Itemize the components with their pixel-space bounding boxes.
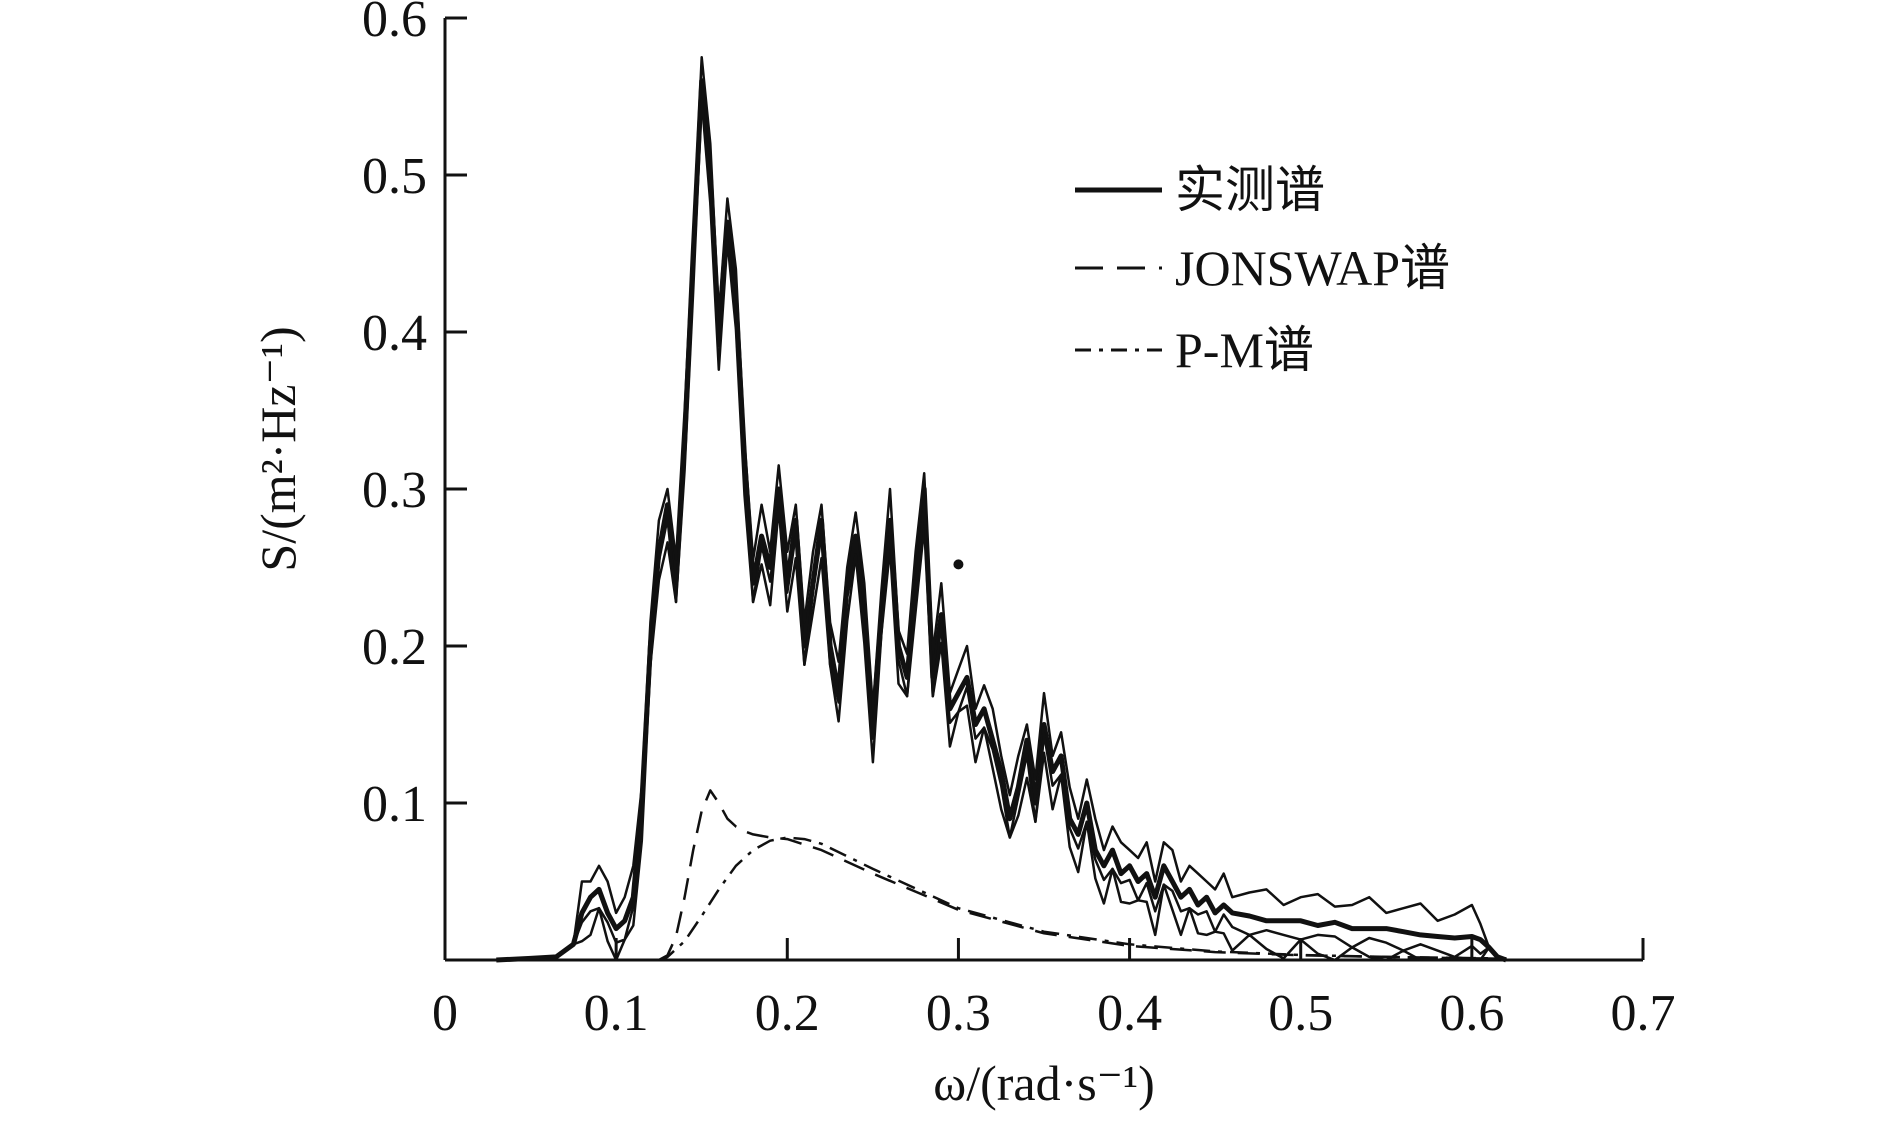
legend-label-3: P-M谱 (1175, 322, 1314, 378)
legend-label-1: 实测谱 (1175, 162, 1325, 218)
series-line-1-bundle (496, 98, 1507, 962)
y-tick-label: 0.2 (362, 619, 427, 676)
series-line-1 (496, 78, 1507, 963)
y-tick-label: 0.1 (362, 776, 427, 833)
y-tick-label: 0.3 (362, 462, 427, 519)
series-line-1-bundle (496, 98, 1507, 962)
x-tick-label: 0.3 (926, 985, 991, 1042)
y-axis-title: S/(m²·Hz⁻¹) (250, 326, 306, 571)
series-layer (496, 55, 1507, 963)
axes: 0 0.1 0.2 0.3 0.4 0.5 0.6 0.7 0.1 0.2 0.3 0.4 0.5 0.6… (250, 0, 1676, 1111)
legend: 实测谱 JONSWAP谱 P-M谱 (1075, 162, 1450, 378)
annotation-dot (953, 559, 964, 570)
series-line-2 (658, 789, 1507, 962)
series-line-1-bundle (496, 55, 1507, 962)
x-tick-label: 0 (432, 985, 458, 1042)
x-tick-label: 0.7 (1611, 985, 1676, 1042)
y-tick-label: 0.4 (362, 305, 427, 362)
y-tick-label: 0.5 (362, 148, 427, 205)
x-tick-label: 0.4 (1097, 985, 1162, 1042)
legend-label-2: JONSWAP谱 (1175, 240, 1450, 296)
y-tick-label: 0.6 (362, 0, 427, 48)
x-axis-title: ω/(rad·s⁻¹) (933, 1055, 1154, 1111)
x-tick-label: 0.1 (584, 985, 649, 1042)
x-tick-label: 0.2 (755, 985, 820, 1042)
x-tick-label: 0.6 (1439, 985, 1504, 1042)
x-tick-label: 0.5 (1268, 985, 1333, 1042)
annotations (953, 559, 964, 570)
